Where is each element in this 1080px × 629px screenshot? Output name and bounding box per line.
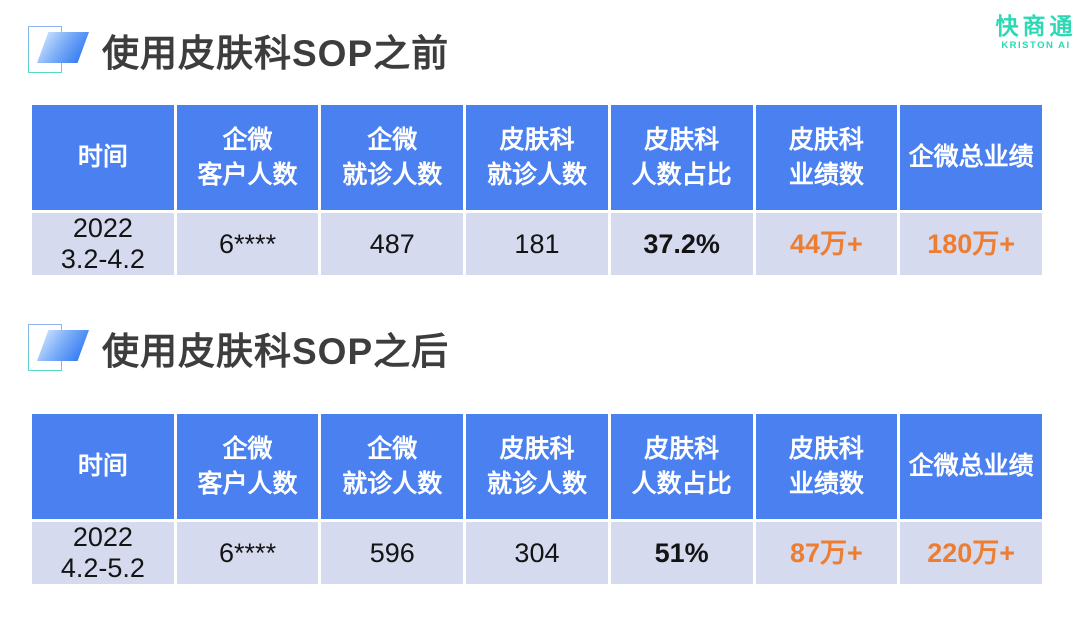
section-title-after: 使用皮肤科SOP之后 bbox=[102, 331, 450, 372]
cell-wecom-customers: 6**** bbox=[176, 213, 319, 276]
section-marker-icon bbox=[28, 24, 90, 76]
brand-logo: 快商通 KRISTON AI bbox=[993, 13, 1079, 52]
cell-derm-ratio: 37.2% bbox=[610, 213, 753, 276]
table-row: 2022 4.2-5.2 6**** 596 304 51% 87万+ 220万… bbox=[32, 522, 1042, 585]
header-cell-derm-ratio: 皮肤科 人数占比 bbox=[610, 414, 753, 519]
header-cell-derm-revenue: 皮肤科 业绩数 bbox=[755, 105, 898, 210]
header-cell-derm-ratio: 皮肤科 人数占比 bbox=[610, 105, 753, 210]
brand-logo-subtext: KRISTON AI bbox=[1001, 40, 1071, 52]
table-header-row: 时间 企微 客户人数 企微 就诊人数 皮肤科 就诊人数 皮肤科 人数占比 皮肤科… bbox=[32, 414, 1042, 519]
header-cell-wecom-total-revenue: 企微总业绩 bbox=[900, 105, 1042, 210]
header-cell-wecom-visits: 企微 就诊人数 bbox=[321, 105, 464, 210]
cell-wecom-customers: 6**** bbox=[176, 522, 319, 585]
section-header-after: 使用皮肤科SOP之后 bbox=[28, 320, 449, 376]
header-cell-wecom-customers: 企微 客户人数 bbox=[176, 105, 319, 210]
cell-time: 2022 3.2-4.2 bbox=[32, 213, 174, 276]
cell-wecom-visits: 596 bbox=[321, 522, 464, 585]
table-row: 2022 3.2-4.2 6**** 487 181 37.2% 44万+ 18… bbox=[32, 213, 1042, 276]
cell-derm-visits: 304 bbox=[466, 522, 608, 585]
cell-time: 2022 4.2-5.2 bbox=[32, 522, 174, 585]
section-marker-icon bbox=[28, 322, 90, 374]
header-cell-derm-revenue: 皮肤科 业绩数 bbox=[755, 414, 898, 519]
header-cell-wecom-visits: 企微 就诊人数 bbox=[321, 414, 464, 519]
section-title-before: 使用皮肤科SOP之前 bbox=[102, 33, 450, 74]
brand-logo-text: 快商通 bbox=[995, 13, 1077, 39]
header-cell-derm-visits: 皮肤科 就诊人数 bbox=[466, 414, 608, 519]
cell-derm-revenue: 87万+ bbox=[755, 522, 898, 585]
table-header-row: 时间 企微 客户人数 企微 就诊人数 皮肤科 就诊人数 皮肤科 人数占比 皮肤科… bbox=[32, 105, 1042, 210]
cell-derm-ratio: 51% bbox=[610, 522, 753, 585]
header-cell-wecom-customers: 企微 客户人数 bbox=[176, 414, 319, 519]
header-cell-time: 时间 bbox=[32, 105, 174, 210]
cell-wecom-total-revenue: 180万+ bbox=[900, 213, 1042, 276]
cell-wecom-visits: 487 bbox=[321, 213, 464, 276]
section-header-before: 使用皮肤科SOP之前 bbox=[28, 22, 449, 78]
table-after-sop: 时间 企微 客户人数 企微 就诊人数 皮肤科 就诊人数 皮肤科 人数占比 皮肤科… bbox=[29, 411, 1045, 587]
cell-derm-revenue: 44万+ bbox=[755, 213, 898, 276]
cell-derm-visits: 181 bbox=[466, 213, 608, 276]
header-cell-derm-visits: 皮肤科 就诊人数 bbox=[466, 105, 608, 210]
cell-wecom-total-revenue: 220万+ bbox=[900, 522, 1042, 585]
table-before-sop: 时间 企微 客户人数 企微 就诊人数 皮肤科 就诊人数 皮肤科 人数占比 皮肤科… bbox=[29, 102, 1045, 278]
header-cell-time: 时间 bbox=[32, 414, 174, 519]
header-cell-wecom-total-revenue: 企微总业绩 bbox=[900, 414, 1042, 519]
